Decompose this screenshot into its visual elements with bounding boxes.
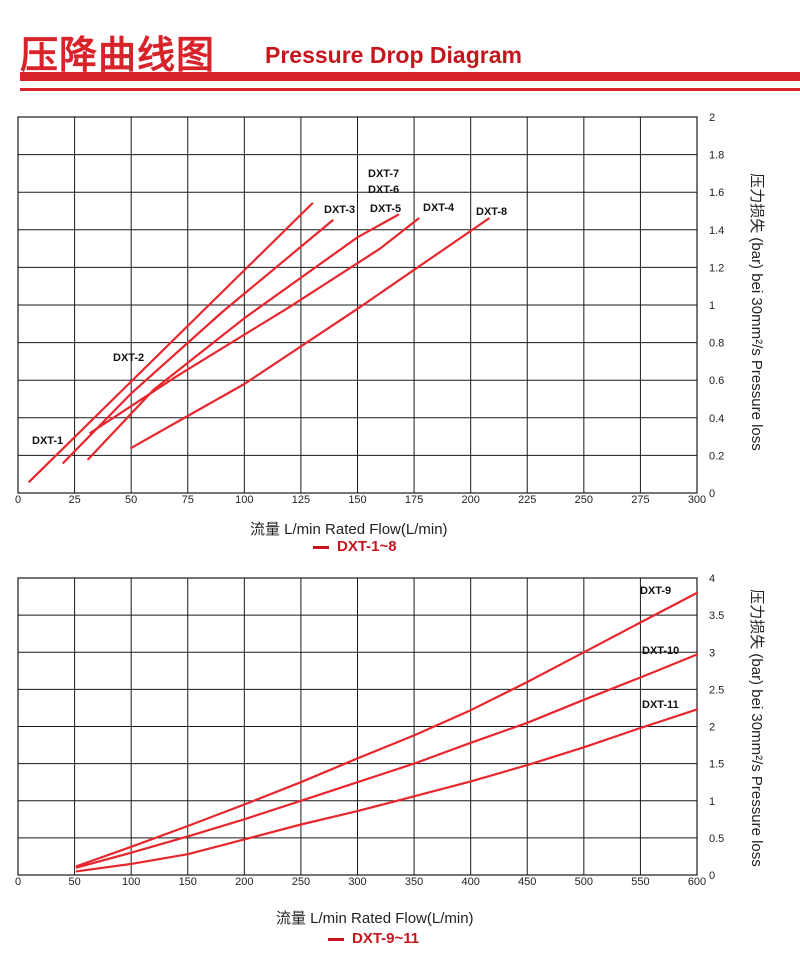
y-tick-label: 0.8 — [709, 338, 724, 350]
header-rule-thin — [20, 88, 800, 91]
x-tick-label: 75 — [182, 494, 194, 506]
page-title-en: Pressure Drop Diagram — [265, 42, 522, 68]
series-label-dxt-8: DXT-8 — [476, 206, 507, 218]
series-line-dxt-11 — [75, 708, 699, 873]
x-tick-label: 150 — [179, 876, 197, 888]
chart2-caption: DXT-9~11 — [328, 930, 419, 947]
chart-dxt-1-8: 0 25 50 75 100 125 150 175 200 225 250 275 300 00.20.… — [15, 112, 765, 506]
x-tick-label: 0 — [15, 876, 21, 888]
series-line-dxt-1 — [28, 202, 314, 483]
series-label-dxt-3: DXT-3 — [324, 204, 355, 216]
y-axis-title: 压力损失 (bar) bei 30mm²/s Pressure loss — [748, 173, 765, 451]
y-axis-title: 压力损失 (bar) bei 30mm²/s Pressure loss — [748, 589, 765, 867]
chart-dxt-9-11: 0 50 100 150 200 250 300 350 400 450 500 550 600 00.5… — [15, 573, 765, 888]
x-tick-label: 350 — [405, 876, 423, 888]
x-tick-label: 550 — [631, 876, 649, 888]
y-tick-label: 0 — [709, 488, 715, 500]
series-label-dxt-6: DXT-6 — [368, 184, 399, 196]
x-tick-label: 200 — [461, 494, 479, 506]
y-tick-label: 3.5 — [709, 610, 724, 622]
series-line-dxt-3 — [87, 213, 400, 461]
y-tick-label: 0.5 — [709, 833, 724, 845]
x-tick-label: 450 — [518, 876, 536, 888]
header-rule-thick — [20, 72, 800, 81]
y-tick-label: 2.5 — [709, 684, 724, 696]
x-tick-label: 25 — [68, 494, 80, 506]
y-tick-label: 0.4 — [709, 413, 724, 425]
series-label-dxt-5: DXT-5 — [370, 203, 401, 215]
page-title-cn: 压降曲线图 — [20, 33, 216, 77]
series-line-dxt-2 — [62, 219, 334, 464]
y-tick-label: 1.5 — [709, 759, 724, 771]
series-line-dxt-8 — [130, 217, 490, 449]
chart2-caption-text: DXT-9~11 — [352, 930, 420, 947]
chart1-xlabel: 流量 L/min Rated Flow(L/min) — [250, 521, 448, 538]
series-label-dxt-4: DXT-4 — [423, 202, 455, 214]
x-tick-label: 125 — [292, 494, 310, 506]
y-tick-label: 2 — [709, 112, 715, 124]
x-tick-label: 300 — [348, 876, 366, 888]
x-tick-label: 250 — [575, 494, 593, 506]
x-tick-label: 600 — [688, 876, 706, 888]
y-tick-label: 1.8 — [709, 150, 724, 162]
series-label-dxt-7: DXT-7 — [368, 168, 399, 180]
x-tick-label: 50 — [68, 876, 80, 888]
y-tick-label: 3 — [709, 647, 715, 659]
y-tick-label: 0.2 — [709, 450, 724, 462]
x-tick-label: 175 — [405, 494, 423, 506]
y-tick-label: 2 — [709, 722, 715, 734]
series-label-dxt-10: DXT-10 — [642, 645, 679, 657]
y-tick-label: 0 — [709, 870, 715, 882]
page-header: 压降曲线图 Pressure Drop Diagram — [0, 0, 800, 100]
y-tick-label: 1.2 — [709, 262, 724, 274]
chart2-xlabel: 流量 L/min Rated Flow(L/min) — [276, 910, 474, 927]
x-tick-label: 250 — [292, 876, 310, 888]
x-tick-label: 400 — [461, 876, 479, 888]
x-tick-label: 275 — [631, 494, 649, 506]
x-tick-label: 200 — [235, 876, 253, 888]
series-label-dxt-9: DXT-9 — [640, 585, 671, 597]
legend-dash-icon — [313, 545, 329, 549]
y-tick-label: 0.6 — [709, 375, 724, 387]
y-tick-label: 1 — [709, 300, 715, 312]
y-tick-label: 1 — [709, 796, 715, 808]
x-tick-label: 225 — [518, 494, 536, 506]
series-line-dxt-10 — [75, 653, 699, 869]
series-label-dxt-1: DXT-1 — [32, 435, 63, 447]
y-tick-label: 1.6 — [709, 187, 724, 199]
x-tick-label: 500 — [575, 876, 593, 888]
x-tick-label: 100 — [235, 494, 253, 506]
chart1-caption-text: DXT-1~8 — [337, 538, 397, 555]
x-tick-label: 0 — [15, 494, 21, 506]
x-tick-label: 150 — [348, 494, 366, 506]
x-tick-label: 50 — [125, 494, 137, 506]
series-line-dxt-4 — [89, 217, 420, 434]
y-tick-label: 4 — [709, 573, 715, 585]
y-tick-label: 1.4 — [709, 225, 724, 237]
series-label-dxt-2: DXT-2 — [113, 352, 144, 364]
x-tick-label: 300 — [688, 494, 706, 506]
series-label-dxt-11: DXT-11 — [642, 699, 679, 711]
chart1-caption: DXT-1~8 — [313, 538, 397, 555]
x-tick-label: 100 — [122, 876, 140, 888]
series-line-dxt-9 — [75, 591, 699, 868]
legend-dash-icon — [328, 937, 344, 941]
